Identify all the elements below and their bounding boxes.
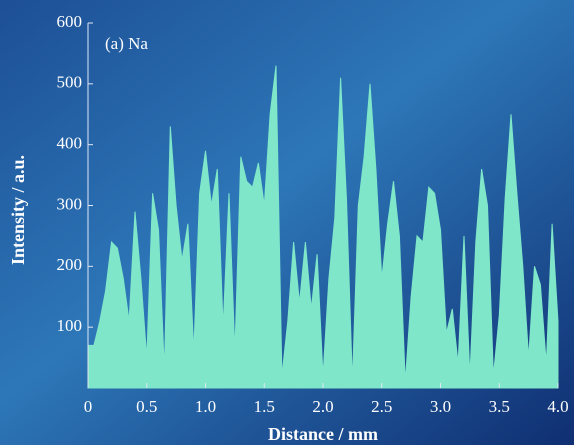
x-tick-label: 4.0 — [547, 397, 568, 416]
x-tick-label: 2.0 — [312, 397, 333, 416]
x-tick-label: 3.5 — [489, 397, 510, 416]
y-tick-label: 400 — [57, 134, 83, 153]
x-tick-label: 1.0 — [195, 397, 216, 416]
annotation: (a) Na — [105, 34, 148, 53]
y-tick-label: 600 — [57, 12, 83, 31]
x-tick-label: 3.0 — [430, 397, 451, 416]
x-tick-label: 0 — [84, 397, 93, 416]
x-tick-label: 0.5 — [136, 397, 157, 416]
area — [87, 65, 559, 389]
x-tick-label: 1.5 — [254, 397, 275, 416]
x-axis-label: Distance / mm — [268, 424, 378, 444]
y-axis-label: Intensity / a.u. — [8, 155, 28, 265]
y-tick-label: 500 — [57, 73, 83, 92]
y-tick-label: 200 — [57, 255, 83, 274]
x-tick-label: 2.5 — [371, 397, 392, 416]
y-tick-label: 300 — [57, 194, 83, 213]
y-tick-label: 100 — [57, 316, 83, 335]
